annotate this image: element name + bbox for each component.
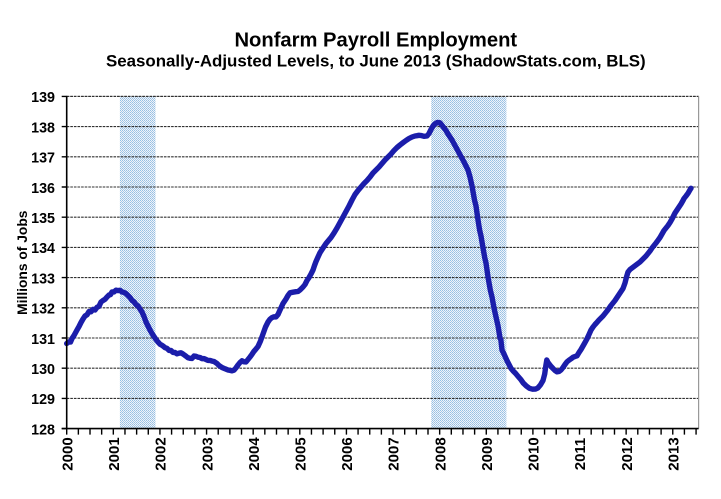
svg-text:2008: 2008 [432, 437, 449, 470]
svg-text:Seasonally-Adjusted Levels, to: Seasonally-Adjusted Levels, to June 2013… [106, 51, 646, 70]
svg-text:2002: 2002 [153, 437, 170, 470]
svg-text:131: 131 [31, 332, 55, 348]
svg-text:138: 138 [31, 120, 55, 136]
svg-text:2007: 2007 [386, 437, 403, 470]
svg-text:2009: 2009 [479, 437, 496, 470]
svg-text:129: 129 [31, 392, 55, 408]
svg-text:2006: 2006 [339, 437, 356, 470]
svg-text:133: 133 [31, 271, 55, 287]
svg-text:139: 139 [31, 90, 55, 106]
svg-text:2005: 2005 [293, 437, 310, 470]
svg-text:132: 132 [31, 302, 55, 318]
svg-text:2001: 2001 [106, 437, 123, 470]
svg-text:135: 135 [31, 211, 55, 227]
svg-text:2013: 2013 [666, 437, 683, 470]
svg-text:137: 137 [31, 151, 55, 167]
svg-text:136: 136 [31, 181, 55, 197]
svg-text:134: 134 [31, 241, 55, 257]
svg-text:Nonfarm Payroll Employment: Nonfarm Payroll Employment [234, 29, 517, 51]
svg-text:2010: 2010 [526, 437, 543, 470]
svg-text:2003: 2003 [199, 437, 216, 470]
svg-text:2012: 2012 [619, 437, 636, 470]
svg-text:128: 128 [31, 422, 55, 438]
svg-text:2004: 2004 [246, 437, 263, 471]
svg-text:2000: 2000 [59, 437, 76, 470]
svg-text:2011: 2011 [572, 438, 589, 471]
svg-text:130: 130 [31, 362, 55, 378]
svg-text:Millions of Jobs: Millions of Jobs [15, 210, 30, 315]
